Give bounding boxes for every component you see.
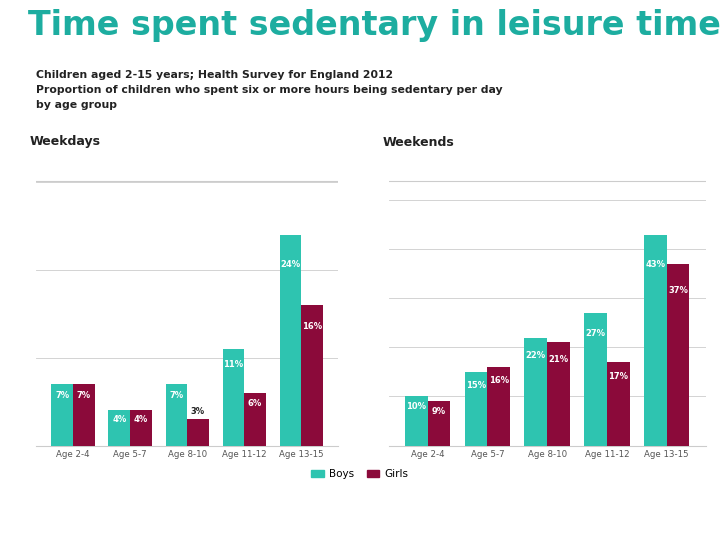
Text: 37%: 37% bbox=[668, 286, 688, 295]
Text: Weekdays: Weekdays bbox=[30, 136, 101, 148]
Bar bbox=[607, 362, 630, 446]
Text: 9%: 9% bbox=[432, 407, 446, 416]
Legend: Boys, Girls: Boys, Girls bbox=[307, 465, 413, 483]
Text: Time spent sedentary in leisure time: Time spent sedentary in leisure time bbox=[28, 9, 720, 42]
Bar bbox=[130, 410, 152, 445]
Text: 4%: 4% bbox=[134, 415, 148, 423]
Text: 7%: 7% bbox=[169, 392, 184, 400]
Bar bbox=[109, 410, 130, 445]
Bar bbox=[301, 305, 323, 446]
Text: APPG  ‘the role of physical education and activity in a fit and healthy childhoo: APPG ‘the role of physical education and… bbox=[126, 516, 594, 525]
Text: 16%: 16% bbox=[302, 322, 323, 330]
Bar bbox=[244, 393, 266, 446]
Bar bbox=[487, 367, 510, 446]
Text: Weekends: Weekends bbox=[382, 136, 454, 148]
Bar bbox=[51, 384, 73, 446]
Bar bbox=[667, 264, 690, 446]
Text: 7%: 7% bbox=[55, 392, 69, 400]
Text: 7%: 7% bbox=[77, 392, 91, 400]
Bar bbox=[584, 313, 607, 446]
Text: 16%: 16% bbox=[489, 376, 509, 386]
Bar bbox=[222, 349, 244, 446]
Text: 43%: 43% bbox=[645, 260, 665, 269]
Bar bbox=[187, 419, 209, 446]
Bar bbox=[464, 372, 487, 445]
Text: 6%: 6% bbox=[248, 399, 262, 408]
Text: 24%: 24% bbox=[280, 260, 300, 269]
Bar bbox=[279, 234, 301, 446]
Bar bbox=[166, 384, 187, 446]
Text: 27%: 27% bbox=[585, 329, 606, 338]
Text: Children aged 2-15 years; Health Survey for England 2012
Proportion of children : Children aged 2-15 years; Health Survey … bbox=[36, 70, 503, 110]
Bar bbox=[73, 384, 95, 446]
Text: 11%: 11% bbox=[223, 360, 243, 369]
Text: 4%: 4% bbox=[112, 415, 127, 423]
Text: 3%: 3% bbox=[191, 407, 205, 416]
Text: 22%: 22% bbox=[526, 350, 546, 360]
Bar bbox=[405, 396, 428, 446]
Bar bbox=[428, 401, 451, 445]
Text: 17%: 17% bbox=[608, 372, 629, 381]
Text: 10%: 10% bbox=[406, 402, 426, 411]
Text: 21%: 21% bbox=[549, 355, 569, 364]
Bar bbox=[644, 234, 667, 446]
Bar bbox=[547, 342, 570, 446]
Text: 15%: 15% bbox=[466, 381, 486, 390]
Bar bbox=[524, 338, 547, 446]
